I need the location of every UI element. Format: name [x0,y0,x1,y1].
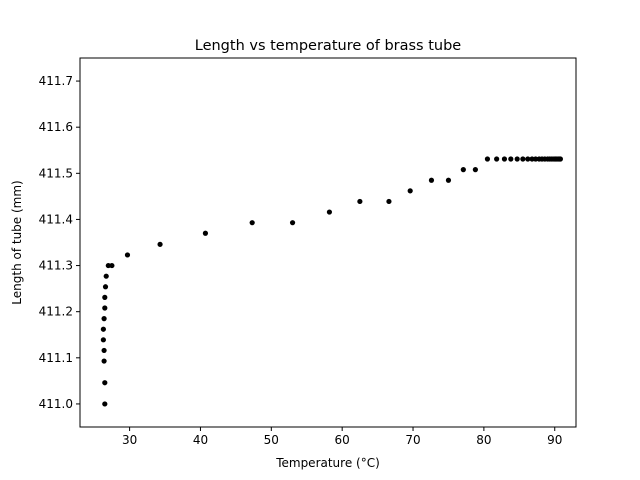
data-point [520,156,526,162]
y-tick-label: 411.7 [39,74,73,88]
x-tick-label: 40 [193,433,208,447]
x-tick-label: 60 [335,433,350,447]
data-point [102,401,108,407]
data-point [157,241,163,247]
data-point [386,198,392,205]
data-point [501,156,508,162]
y-tick-label: 411.2 [39,305,73,319]
data-point [100,326,106,332]
data-point [101,316,107,322]
x-tick-label: 80 [476,433,491,447]
data-point [508,156,514,162]
y-axis-ticks: 411.0 411.1 411.2 411.3 411.4 411.5 411.6 411.7 [39,74,80,411]
data-point [326,209,333,215]
data-point [101,347,107,354]
data-point [102,284,109,290]
data-point [514,156,520,162]
x-tick-label: 30 [122,433,137,447]
y-tick-label: 411.1 [39,351,73,365]
data-point [103,273,109,279]
data-point [202,230,209,236]
x-axis-label: Temperature (°C) [275,456,380,470]
data-point [102,294,108,300]
data-point [102,305,108,311]
data-point [357,198,363,205]
y-tick-label: 411.6 [39,120,73,134]
y-tick-label: 411.4 [39,212,73,226]
y-tick-label: 411.3 [39,259,73,273]
data-point [101,358,107,364]
data-point [124,252,131,258]
x-tick-label: 90 [547,433,562,447]
x-tick-label: 50 [264,433,279,447]
y-tick-label: 411.0 [39,397,73,411]
data-points [100,156,564,407]
plot-area-frame [79,57,577,428]
x-axis-ticks: 30 40 50 60 70 80 90 [122,427,562,447]
data-point [102,380,108,386]
data-point [109,262,115,269]
data-point [460,167,466,173]
data-point [249,220,255,226]
data-point [100,337,106,343]
data-point [472,167,478,173]
data-point [407,188,413,194]
chart-title: Length vs temperature of brass tube [195,38,462,54]
y-tick-label: 411.5 [39,166,73,180]
y-axis-label: Length of tube (mm) [10,180,24,304]
data-point [484,156,491,162]
data-point [525,156,531,162]
data-point [494,156,500,162]
data-point [289,220,296,226]
data-point [445,177,452,183]
x-tick-label: 70 [405,433,420,447]
data-point [428,177,435,183]
data-point [557,156,564,162]
